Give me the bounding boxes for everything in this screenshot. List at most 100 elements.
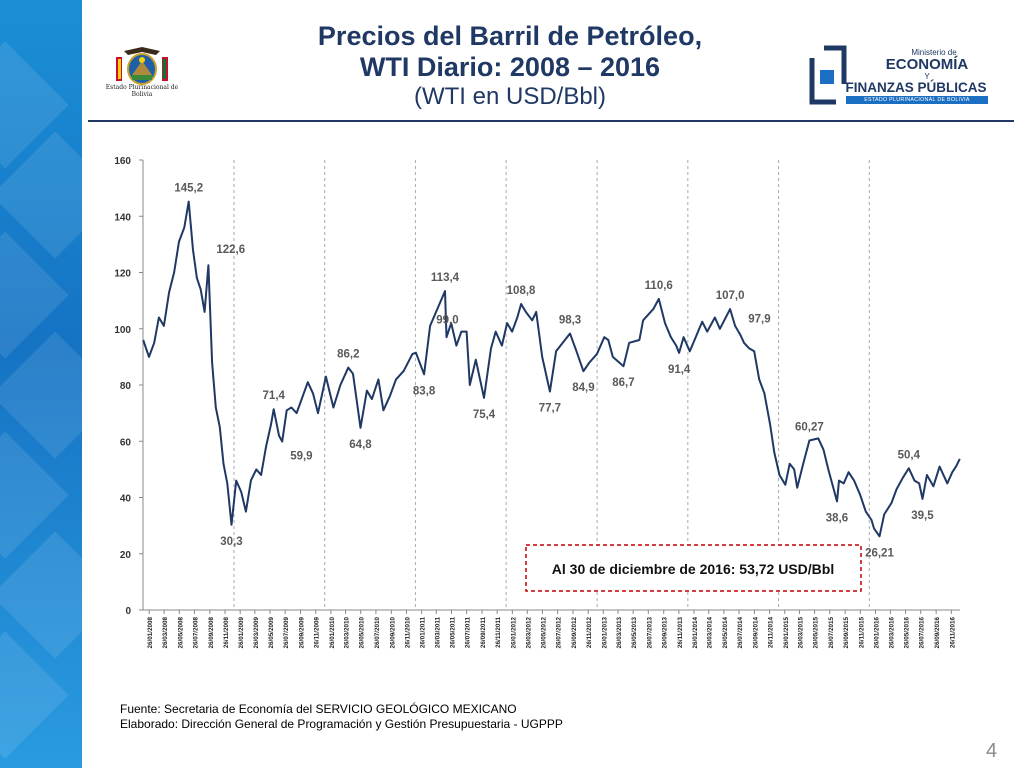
ministry-name-line2: FINANZAS PÚBLICAS: [845, 80, 987, 95]
x-tick-label: 26/09/2013: [662, 617, 669, 649]
x-tick-label: 26/01/2012: [510, 617, 517, 649]
x-tick-label: 26/01/2010: [329, 617, 336, 649]
data-label: 86,7: [612, 377, 634, 389]
x-tick-label: 26/03/2014: [707, 617, 714, 649]
y-tick-label: 140: [114, 212, 131, 223]
ministry-label: Ministerio de: [911, 48, 957, 57]
y-tick-label: 20: [120, 550, 132, 561]
x-tick-label: 26/09/2016: [934, 617, 941, 649]
x-tick-label: 26/03/2009: [253, 617, 260, 649]
x-tick-label: 26/11/2008: [223, 617, 230, 649]
x-tick-label: 26/11/2013: [677, 617, 684, 649]
data-label: 97,9: [748, 314, 770, 326]
x-tick-label: 26/07/2009: [283, 617, 290, 649]
x-tick-label: 26/11/2010: [404, 617, 411, 649]
decorative-sidebar: [0, 0, 82, 768]
data-label: 64,8: [349, 439, 372, 451]
data-label: 50,4: [898, 449, 921, 461]
x-tick-label: 26/11/2014: [768, 617, 775, 649]
data-label: 83,8: [413, 385, 436, 397]
y-tick-label: 120: [114, 269, 131, 280]
title-line-2: WTI Diario: 2008 – 2016: [359, 52, 661, 82]
x-tick-label: 26/03/2015: [797, 617, 804, 649]
x-tick-label: 26/05/2014: [722, 617, 729, 649]
x-tick-label: 26/05/2008: [177, 617, 184, 649]
data-label: 75,4: [473, 409, 496, 421]
x-tick-label: 26/07/2008: [192, 617, 199, 649]
data-label: 107,0: [716, 290, 745, 302]
data-label: 108,8: [507, 285, 536, 297]
x-tick-label: 26/01/2008: [147, 617, 154, 649]
x-tick-label: 26/11/2015: [858, 617, 865, 649]
x-tick-label: 26/05/2013: [631, 617, 638, 649]
elaborated-note: Elaborado: Dirección General de Programa…: [120, 717, 563, 731]
x-tick-label: 26/01/2011: [420, 617, 427, 649]
data-label: 30,3: [220, 536, 242, 548]
wti-series-line: [142, 200, 961, 538]
x-tick-label: 26/09/2010: [389, 617, 396, 649]
x-tick-label: 26/07/2010: [374, 617, 381, 649]
seal-caption: Estado Plurinacional de Bolivia: [105, 84, 179, 98]
x-tick-label: 26/03/2012: [525, 617, 532, 649]
y-tick-label: 40: [120, 494, 132, 505]
slide-title: Precios del Barril de Petróleo, WTI Diar…: [260, 20, 760, 112]
title-subtitle: (WTI en USD/Bbl): [413, 83, 607, 110]
title-line-1: Precios del Barril de Petróleo,: [317, 21, 703, 51]
data-label: 110,6: [645, 280, 673, 292]
x-tick-label: 26/11/2011: [495, 617, 502, 648]
x-tick-label: 26/05/2015: [813, 617, 820, 649]
x-tick-label: 26/01/2013: [601, 617, 608, 649]
y-tick-label: 80: [120, 381, 132, 392]
x-tick-label: 26/11/2016: [949, 617, 956, 649]
data-label: 98,3: [559, 315, 581, 327]
data-label: 38,6: [826, 512, 848, 524]
data-label: 113,4: [431, 272, 460, 284]
x-tick-label: 26/09/2014: [752, 617, 759, 649]
x-tick-label: 26/09/2012: [571, 617, 578, 649]
x-tick-label: 26/01/2014: [692, 617, 699, 649]
x-tick-label: 26/09/2011: [480, 617, 487, 649]
data-label: 86,2: [337, 349, 359, 361]
data-label: 71,4: [263, 390, 286, 402]
data-label: 122,6: [216, 244, 245, 256]
data-label: 77,7: [539, 402, 561, 414]
page-number: 4: [986, 740, 998, 762]
title-rule: [88, 120, 1014, 122]
data-label: 39,5: [911, 510, 934, 522]
x-tick-label: 26/05/2012: [540, 617, 547, 649]
x-tick-label: 26/07/2011: [465, 617, 472, 649]
x-tick-label: 26/03/2010: [344, 617, 351, 649]
x-tick-label: 26/05/2010: [359, 617, 366, 649]
x-tick-label: 26/07/2014: [737, 617, 744, 649]
x-tick-label: 26/11/2009: [314, 617, 321, 649]
data-label: 145,2: [174, 183, 203, 195]
data-label: 84,9: [572, 382, 594, 394]
y-tick-label: 100: [114, 325, 131, 336]
data-label: 91,4: [668, 364, 691, 376]
ministry-band: ESTADO PLURINACIONAL DE BOLIVIA: [846, 96, 988, 104]
data-label: 99,0: [436, 315, 458, 327]
bolivia-coat-of-arms-icon: [112, 45, 172, 103]
data-label: 59,9: [290, 451, 312, 463]
x-tick-label: 26/11/2012: [586, 617, 593, 649]
x-tick-label: 26/05/2011: [449, 617, 456, 649]
ministry-name-line1: ECONOMÍA: [885, 56, 969, 73]
wti-price-chart: 0 20 40 60 80 100 120 140 160 26/01/2008 26/03/200…: [114, 156, 961, 649]
x-tick-label: 26/07/2015: [828, 617, 835, 649]
source-note: Fuente: Secretaria de Economía del SERVI…: [120, 702, 517, 716]
x-tick-label: 26/03/2008: [162, 617, 169, 649]
y-tick-label: 60: [120, 437, 132, 448]
x-tick-label: 26/05/2009: [268, 617, 275, 649]
x-tick-label: 26/09/2009: [299, 617, 306, 649]
callout-text: Al 30 de diciembre de 2016: 53,72 USD/Bb…: [552, 561, 834, 577]
x-tick-label: 26/07/2016: [919, 617, 926, 649]
y-tick-label: 160: [114, 156, 131, 167]
x-tick-label: 26/03/2011: [434, 617, 441, 649]
y-tick-label: 0: [125, 606, 131, 617]
x-tick-label: 26/03/2013: [616, 617, 623, 649]
sources-block: Fuente: Secretaria de Economía del SERVI…: [120, 702, 563, 732]
x-tick-label: 26/03/2016: [888, 617, 895, 649]
callout-box: [525, 544, 862, 592]
ministry-logo: [808, 44, 998, 106]
x-tick-label: 26/01/2015: [783, 617, 790, 649]
